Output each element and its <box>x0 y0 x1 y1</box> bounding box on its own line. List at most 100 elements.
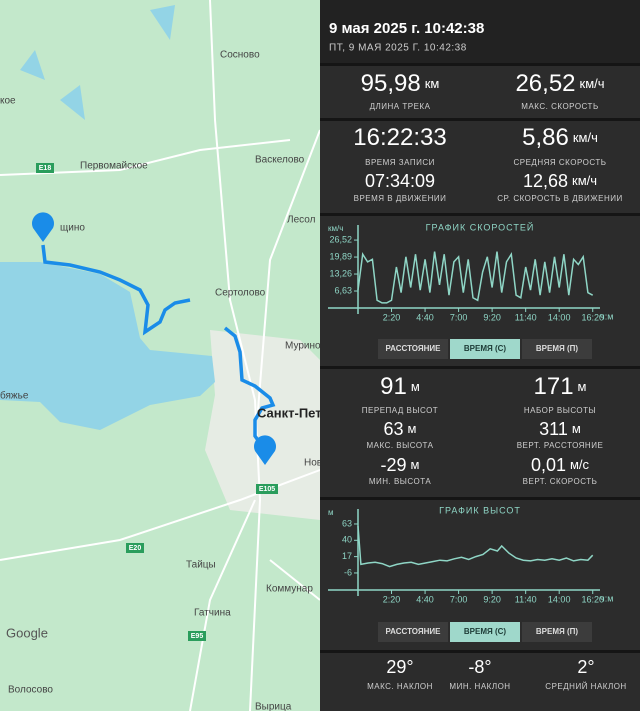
stat-number: 171 <box>534 373 574 400</box>
tab-button[interactable] <box>378 339 448 359</box>
tab-label[interactable]: ВРЕМЯ (П) <box>536 344 579 353</box>
stat-label: МИН. НАКЛОН <box>449 682 510 691</box>
x-tick-label: 14:00 <box>548 312 571 322</box>
stat-label: НАБОР ВЫСОТЫ <box>524 406 596 415</box>
stat-unit: м/с <box>570 457 590 472</box>
stat-value: -29 м <box>381 455 420 475</box>
road-label: E18 <box>39 165 52 172</box>
stat-number: 29° <box>386 657 413 677</box>
stat-unit: км/ч <box>573 130 598 145</box>
header-subtitle: ПТ, 9 МАЯ 2025 Г. 10:42:38 <box>329 43 467 54</box>
x-tick-label: 4:40 <box>416 312 434 322</box>
map-label: Коммунар <box>266 584 313 595</box>
data-line <box>357 251 594 304</box>
map-label: Первомайское <box>80 161 148 172</box>
stat-label: СРЕДНЯЯ СКОРОСТЬ <box>513 158 606 167</box>
stat-number: 26,52 <box>515 70 575 97</box>
stat-unit: км <box>425 76 440 91</box>
tab-label[interactable]: ВРЕМЯ (С) <box>464 627 507 636</box>
stat-value: -8° <box>468 657 491 677</box>
stat-number: 2° <box>577 657 594 677</box>
stat-label: СР. СКОРОСТЬ В ДВИЖЕНИИ <box>497 194 622 203</box>
x-tick-label: 11:40 <box>515 594 537 604</box>
stat-value: 26,52 км/ч <box>515 70 604 97</box>
stat-label: ДЛИНА ТРЕКА <box>370 102 431 111</box>
stat-number: 16:22:33 <box>353 124 446 151</box>
stat-value: 12,68 км/ч <box>523 171 597 191</box>
tab-label[interactable]: ВРЕМЯ (П) <box>536 627 579 636</box>
map-label: бяжье <box>0 390 29 402</box>
stat-unit: м <box>411 457 420 472</box>
x-tick-label: 4:40 <box>416 594 434 604</box>
y-tick-label: 63 <box>342 518 352 528</box>
end-marker <box>253 435 276 465</box>
y-tick-label: 40 <box>342 535 352 545</box>
stat-unit: м <box>408 421 417 436</box>
stat-label: ВРЕМЯ В ДВИЖЕНИИ <box>354 194 447 203</box>
stat-label: СРЕДНИЙ НАКЛОН <box>545 682 626 691</box>
stat-label: МИН. ВЫСОТА <box>369 477 432 486</box>
map-label: Вырица <box>255 702 292 711</box>
chart-title: ГРАФИК СКОРОСТЕЙ <box>426 221 535 232</box>
tab-label[interactable]: ВРЕМЯ (С) <box>464 344 507 353</box>
stat-value: 16:22:33 <box>353 124 446 151</box>
road-shield <box>36 163 54 173</box>
tab-button[interactable] <box>450 622 520 642</box>
stat-value: 311 м <box>539 419 581 439</box>
stat-unit: м <box>411 379 420 394</box>
map-label: Гатчина <box>194 608 231 619</box>
tab-label[interactable]: РАССТОЯНИЕ <box>386 627 442 636</box>
start-marker <box>32 212 54 242</box>
road-label: E20 <box>129 545 142 552</box>
x-tick-label: 14:00 <box>548 594 571 604</box>
stat-value: 5,86 км/ч <box>522 124 598 151</box>
stat-number: 12,68 <box>523 171 568 191</box>
y-tick-label: 6,63 <box>334 285 352 295</box>
road-shield <box>188 631 206 641</box>
tab-label[interactable]: РАССТОЯНИЕ <box>386 344 442 353</box>
header-title: 9 мая 2025 г. 10:42:38 <box>329 20 484 37</box>
stat-unit: м <box>572 421 581 436</box>
x-tick-label: 16:20 <box>581 594 604 604</box>
y-unit: км/ч <box>328 224 343 233</box>
stat-value: 2° <box>577 657 594 677</box>
route <box>41 244 191 336</box>
y-tick-label: 17 <box>342 551 352 561</box>
road-label: E95 <box>191 633 204 640</box>
map-label: кое <box>0 96 16 107</box>
stat-number: 63 <box>384 419 404 439</box>
x-tick-label: 2:20 <box>383 312 401 322</box>
tab-button[interactable] <box>378 622 448 642</box>
tab-button[interactable] <box>450 339 520 359</box>
map-label: Тайцы <box>186 560 216 571</box>
map-label: щино <box>60 223 85 234</box>
stat-number: 95,98 <box>361 70 421 97</box>
x-tick-label: 2:20 <box>383 594 401 604</box>
stat-label: ВРЕМЯ ЗАПИСИ <box>365 158 435 167</box>
tab-button[interactable] <box>522 622 592 642</box>
lakes <box>20 5 175 120</box>
map-label: Васкелово <box>255 155 305 166</box>
header-bg <box>320 0 640 63</box>
road-label: E105 <box>259 486 275 493</box>
x-tick-label: 9:20 <box>483 594 501 604</box>
y-tick-label: 13,26 <box>329 268 352 278</box>
stat-label: МАКС. ВЫСОТА <box>367 441 434 450</box>
stat-value: 95,98 км <box>361 70 440 97</box>
stat-value: 63 м <box>384 419 417 439</box>
y-tick-label: -6 <box>344 567 352 577</box>
stat-number: -8° <box>468 657 491 677</box>
stat-label: ВЕРТ. СКОРОСТЬ <box>523 477 598 486</box>
road-shield <box>256 484 278 494</box>
data-line <box>357 526 594 568</box>
map-label: Сосново <box>220 50 260 61</box>
x-tick-label: 9:20 <box>483 312 501 322</box>
map-label: Лесол <box>287 215 316 226</box>
tab-button[interactable] <box>522 339 592 359</box>
x-unit: ч:м <box>600 593 613 603</box>
stat-number: 311 <box>539 419 568 439</box>
stat-value: 0,01 м/с <box>531 455 590 475</box>
map-label: Мурино <box>285 341 321 352</box>
stat-value: 29° <box>386 657 413 677</box>
